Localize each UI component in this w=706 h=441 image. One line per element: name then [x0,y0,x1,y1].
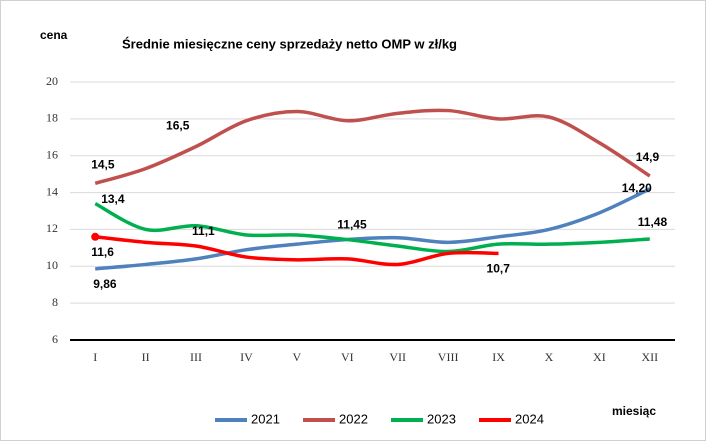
y-tick-label: 20 [46,74,58,88]
data-label: 11,6 [91,245,114,259]
data-label: 16,5 [166,119,190,133]
series-line [95,187,651,271]
y-tick-label: 10 [46,258,58,272]
legend-label: 2021 [251,411,280,426]
y-tick-label: 16 [46,147,58,161]
x-axis-label: miesiąc [612,404,656,418]
series-line [94,108,651,186]
y-tick-label: 18 [46,111,58,125]
y-tick-label: 12 [46,221,58,235]
x-tick-label: I [93,350,97,364]
data-label: 11,45 [337,218,367,232]
data-label: 14,20 [622,181,652,195]
y-tick-label: 14 [46,184,58,198]
legend-label: 2023 [427,411,456,426]
x-tick-label: IV [240,350,253,364]
y-axis-label: cena [40,28,68,42]
x-tick-label: VII [389,350,406,364]
x-tick-label: II [142,350,150,364]
series-line [94,202,650,254]
data-label: 10,7 [487,262,511,276]
data-label: 11,48 [638,215,668,229]
series-line [95,235,499,267]
x-tick-label: IX [492,350,505,364]
data-label: 9,86 [93,277,117,291]
x-tick-label: VI [341,350,354,364]
y-tick-label: 8 [52,295,58,309]
x-tick-label: X [545,350,554,364]
data-label: 14,5 [91,158,115,172]
data-label: 14,9 [636,150,660,164]
legend-label: 2024 [515,411,544,426]
data-point [91,232,100,241]
x-tick-label: III [190,350,202,364]
legend-label: 2022 [339,411,368,426]
x-tick-label: VIII [438,350,459,364]
data-label: 13,4 [101,192,125,206]
y-tick-label: 6 [52,332,58,346]
x-tick-label: XI [593,350,606,364]
x-tick-label: V [293,350,302,364]
chart-title: Średnie miesięczne ceny sprzedaży netto … [122,36,457,51]
x-tick-label: XII [641,350,658,364]
data-label: 11,1 [192,224,215,238]
